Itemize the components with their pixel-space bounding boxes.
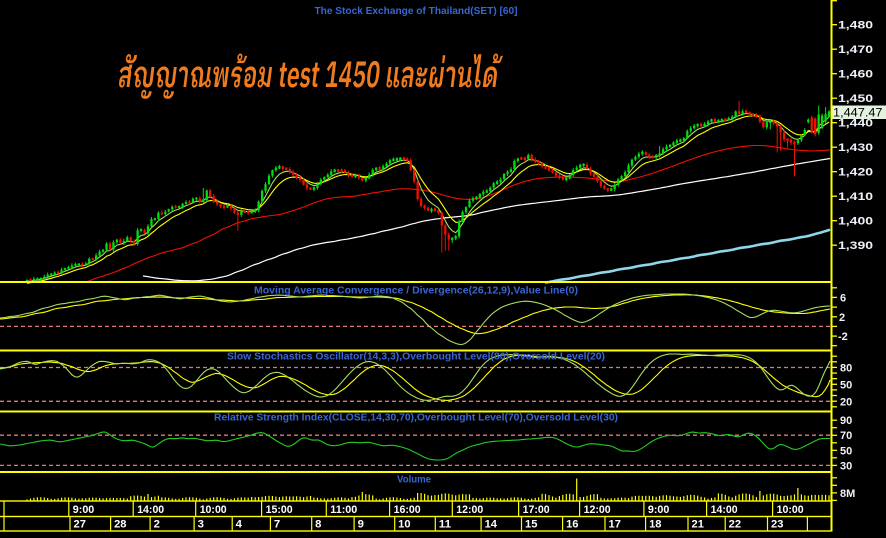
svg-text:14:00: 14:00 (137, 504, 164, 516)
svg-text:-2: -2 (838, 331, 848, 343)
svg-text:15: 15 (525, 519, 537, 531)
svg-text:12:00: 12:00 (584, 504, 611, 516)
svg-text:3: 3 (198, 519, 204, 531)
svg-text:6: 6 (840, 292, 846, 304)
svg-text:1,390: 1,390 (838, 240, 873, 252)
svg-text:80: 80 (840, 363, 852, 375)
svg-text:10:00: 10:00 (777, 504, 804, 516)
svg-text:1,450: 1,450 (838, 93, 873, 105)
svg-text:14: 14 (485, 519, 498, 531)
svg-text:17:00: 17:00 (523, 504, 550, 516)
svg-text:70: 70 (840, 430, 852, 442)
svg-text:Volume: Volume (397, 474, 431, 486)
svg-text:1,447.47: 1,447.47 (833, 107, 883, 119)
svg-text:28: 28 (114, 519, 126, 531)
svg-text:18: 18 (649, 519, 661, 531)
svg-text:The Stock Exchange of Thailand: The Stock Exchange of Thailand(SET) [60] (315, 5, 518, 17)
svg-text:1,470: 1,470 (838, 44, 873, 56)
svg-text:1,460: 1,460 (838, 69, 873, 81)
svg-text:23: 23 (771, 519, 783, 531)
svg-text:Slow Stochastics Oscillator(14: Slow Stochastics Oscillator(14,3,3),Over… (227, 351, 605, 363)
svg-text:1,410: 1,410 (838, 191, 873, 203)
svg-text:16: 16 (566, 519, 578, 531)
svg-text:11:00: 11:00 (330, 504, 357, 516)
svg-text:90: 90 (840, 415, 852, 427)
svg-text:50: 50 (840, 379, 852, 391)
svg-text:15:00: 15:00 (266, 504, 293, 516)
svg-text:1,440: 1,440 (838, 118, 873, 130)
svg-text:8: 8 (315, 519, 321, 531)
svg-text:9: 9 (358, 519, 364, 531)
svg-text:1,480: 1,480 (838, 20, 873, 32)
svg-text:30: 30 (840, 460, 852, 472)
svg-text:Moving Average Convergence / D: Moving Average Convergence / Divergence(… (254, 285, 578, 297)
svg-text:1,400: 1,400 (838, 216, 873, 228)
svg-text:11: 11 (439, 519, 451, 531)
svg-text:27: 27 (74, 519, 86, 531)
svg-text:10: 10 (398, 519, 410, 531)
svg-text:4: 4 (236, 519, 243, 531)
svg-text:7: 7 (274, 519, 280, 531)
svg-text:21: 21 (692, 519, 704, 531)
svg-text:12:00: 12:00 (456, 504, 483, 516)
svg-text:16:00: 16:00 (394, 504, 421, 516)
svg-text:1,420: 1,420 (838, 167, 873, 179)
svg-text:50: 50 (840, 445, 852, 457)
svg-text:9:00: 9:00 (73, 504, 95, 516)
svg-text:Relative Strength Index(CLOSE,: Relative Strength Index(CLOSE,14,30,70),… (214, 412, 618, 424)
svg-text:20: 20 (840, 396, 852, 408)
svg-text:17: 17 (609, 519, 621, 531)
svg-text:14:00: 14:00 (711, 504, 738, 516)
svg-text:10:00: 10:00 (200, 504, 227, 516)
svg-text:9:00: 9:00 (648, 504, 670, 516)
svg-text:2: 2 (154, 519, 160, 531)
svg-text:2: 2 (839, 312, 845, 324)
svg-text:22: 22 (729, 519, 741, 531)
svg-text:8M: 8M (840, 488, 855, 500)
svg-text:1,430: 1,430 (838, 142, 873, 154)
